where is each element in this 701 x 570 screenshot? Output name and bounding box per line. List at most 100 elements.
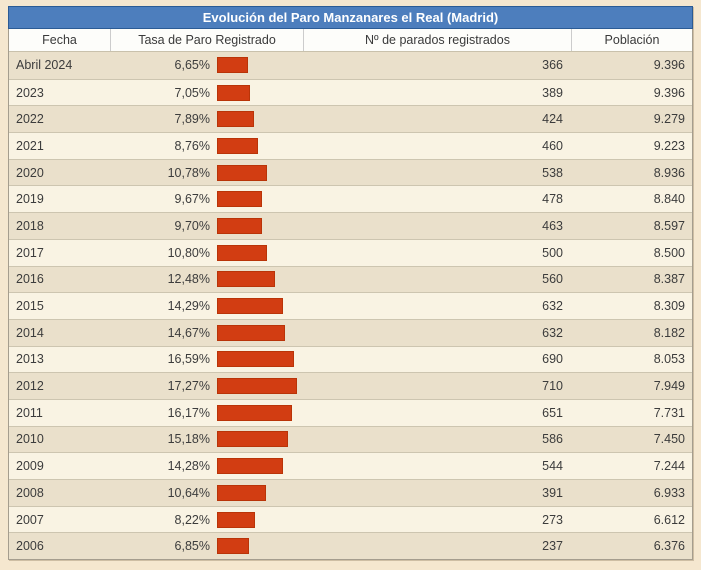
unemployment-table-widget: Evolución del Paro Manzanares el Real (M… — [8, 6, 693, 561]
table-row: 2022 7,89% 424 9.279 — [9, 105, 692, 133]
parados-cell: 424 — [542, 112, 563, 127]
poblacion-cell: 8.597 — [653, 218, 685, 233]
tasa-bar — [217, 84, 250, 101]
tasa-bar — [217, 484, 266, 501]
tasa-bar — [217, 217, 262, 234]
table-row: 2016 12,48% 560 8.387 — [9, 265, 692, 293]
tasa-bar — [217, 244, 267, 261]
poblacion-cell: 9.279 — [653, 112, 685, 127]
column-header-fecha: Fecha — [42, 33, 77, 47]
fecha-cell: Abril 2024 — [16, 58, 73, 73]
tasa-bar — [217, 298, 283, 315]
table-row: 2011 16,17% 651 7.731 — [9, 398, 692, 426]
parados-cell: 460 — [542, 138, 563, 153]
fecha-cell: 2023 — [16, 85, 44, 100]
fecha-cell: 2021 — [16, 138, 44, 153]
tasa-bar — [217, 137, 258, 154]
poblacion-cell: 7.450 — [653, 432, 685, 447]
tasa-cell: 10,78% — [110, 164, 303, 181]
table-row: 2019 9,67% 478 8.840 — [9, 185, 692, 213]
tasa-cell: 16,17% — [110, 404, 303, 421]
tasa-value: 12,48% — [167, 272, 210, 287]
parados-cell: 710 — [542, 379, 563, 394]
table-row: 2021 8,76% 460 9.223 — [9, 132, 692, 159]
fecha-cell: 2011 — [16, 405, 43, 420]
poblacion-cell: 8.500 — [653, 245, 685, 260]
fecha-cell: 2006 — [16, 539, 44, 554]
tasa-value: 16,59% — [167, 352, 210, 367]
tasa-value: 17,27% — [167, 379, 210, 394]
tasa-value: 16,17% — [167, 405, 210, 420]
poblacion-cell: 9.396 — [653, 58, 685, 73]
tasa-cell: 7,89% — [110, 111, 303, 128]
fecha-cell: 2020 — [16, 165, 44, 180]
parados-cell: 560 — [542, 272, 563, 287]
tasa-bar — [217, 351, 294, 368]
table-row: 2015 14,29% 632 8.309 — [9, 292, 692, 319]
tasa-value: 6,65% — [174, 58, 210, 73]
tasa-cell: 12,48% — [110, 271, 303, 288]
tasa-bar — [217, 431, 288, 448]
table-row: Abril 2024 6,65% 366 9.396 — [9, 52, 692, 79]
tasa-bar — [217, 458, 283, 475]
table-row: 2017 10,80% 500 8.500 — [9, 238, 692, 266]
tasa-bar — [217, 324, 285, 341]
tasa-cell: 10,80% — [110, 244, 303, 261]
tasa-value: 15,18% — [167, 432, 210, 447]
table-row: 2008 10,64% 391 6.933 — [9, 479, 692, 506]
column-header-tasa: Tasa de Paro Registrado — [110, 29, 303, 51]
tasa-bar — [217, 378, 297, 395]
table-row: 2007 8,22% 273 6.612 — [9, 505, 692, 533]
table-row: 2006 6,85% 237 6.376 — [9, 532, 692, 560]
fecha-cell: 2015 — [16, 299, 44, 314]
table-row: 2009 14,28% 544 7.244 — [9, 452, 692, 479]
parados-cell: 544 — [542, 459, 563, 474]
poblacion-cell: 6.612 — [653, 512, 685, 527]
poblacion-cell: 7.244 — [653, 459, 685, 474]
tasa-value: 6,85% — [174, 539, 210, 554]
tasa-bar — [217, 404, 292, 421]
tasa-cell: 8,76% — [110, 137, 303, 154]
tasa-bar — [217, 57, 248, 74]
tasa-cell: 6,65% — [110, 57, 303, 74]
tasa-bar — [217, 164, 267, 181]
fecha-cell: 2012 — [16, 379, 44, 394]
fecha-cell: 2010 — [16, 432, 44, 447]
tasa-cell: 15,18% — [110, 431, 303, 448]
poblacion-cell: 6.933 — [653, 485, 685, 500]
parados-cell: 478 — [542, 192, 563, 207]
poblacion-cell: 8.182 — [653, 325, 685, 340]
tasa-cell: 14,29% — [110, 298, 303, 315]
poblacion-cell: 8.053 — [653, 352, 685, 367]
parados-cell: 690 — [542, 352, 563, 367]
tasa-cell: 8,22% — [110, 511, 303, 528]
column-header-parados: Nº de parados registrados — [303, 29, 571, 51]
table-row: 2012 17,27% 710 7.949 — [9, 372, 692, 399]
poblacion-cell: 9.223 — [653, 138, 685, 153]
tasa-value: 8,76% — [174, 138, 210, 153]
parados-cell: 463 — [542, 218, 563, 233]
tasa-value: 7,05% — [174, 85, 210, 100]
table-body: Abril 2024 6,65% 366 9.396 2023 7,05% 38… — [9, 52, 692, 560]
parados-cell: 538 — [542, 165, 563, 180]
table-row: 2023 7,05% 389 9.396 — [9, 78, 692, 106]
tasa-cell: 7,05% — [110, 84, 303, 101]
tasa-bar — [217, 271, 275, 288]
poblacion-cell: 7.949 — [653, 379, 685, 394]
tasa-cell: 10,64% — [110, 484, 303, 501]
parados-cell: 651 — [542, 405, 563, 420]
poblacion-cell: 8.309 — [653, 299, 685, 314]
fecha-cell: 2018 — [16, 218, 44, 233]
tasa-bar — [217, 538, 249, 555]
tasa-value: 10,80% — [167, 245, 210, 260]
tasa-cell: 9,67% — [110, 191, 303, 208]
tasa-value: 14,67% — [167, 325, 210, 340]
fecha-cell: 2007 — [16, 512, 44, 527]
tasa-value: 9,67% — [174, 192, 210, 207]
parados-cell: 500 — [542, 245, 563, 260]
fecha-cell: 2016 — [16, 272, 44, 287]
poblacion-cell: 7.731 — [653, 405, 685, 420]
tasa-bar — [217, 191, 262, 208]
tasa-value: 14,28% — [167, 459, 210, 474]
table-row: 2010 15,18% 586 7.450 — [9, 425, 692, 453]
